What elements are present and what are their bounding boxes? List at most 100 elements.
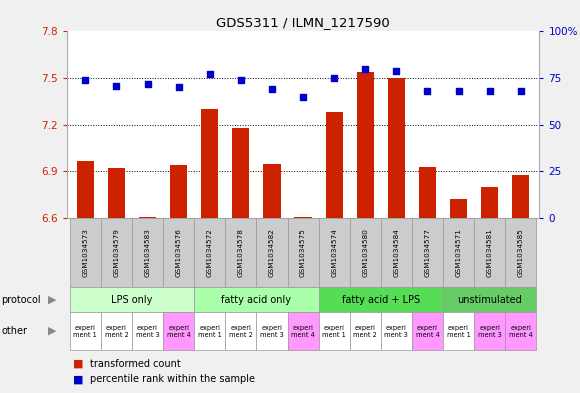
Point <box>454 88 463 94</box>
Bar <box>512 174 530 218</box>
Bar <box>288 218 318 287</box>
Bar <box>443 287 536 312</box>
Text: unstimulated: unstimulated <box>457 295 522 305</box>
Bar <box>70 312 101 350</box>
Bar <box>194 312 225 350</box>
Text: GSM1034585: GSM1034585 <box>518 228 524 277</box>
Bar <box>70 287 194 312</box>
Bar <box>194 287 318 312</box>
Point <box>236 77 245 83</box>
Point <box>361 66 370 72</box>
Text: experi
ment 2: experi ment 2 <box>353 325 377 338</box>
Point <box>174 84 183 90</box>
Text: ■: ■ <box>72 358 83 369</box>
Bar <box>412 312 443 350</box>
Bar <box>443 312 474 350</box>
Text: GSM1034581: GSM1034581 <box>487 228 492 277</box>
Text: experi
ment 3: experi ment 3 <box>136 325 160 338</box>
Point <box>112 83 121 89</box>
Bar <box>505 312 536 350</box>
Bar <box>350 218 381 287</box>
Text: GSM1034573: GSM1034573 <box>82 228 88 277</box>
Bar <box>163 312 194 350</box>
Text: experi
ment 4: experi ment 4 <box>415 325 440 338</box>
Bar <box>381 218 412 287</box>
Bar <box>381 312 412 350</box>
Point <box>423 88 432 94</box>
Text: experi
ment 1: experi ment 1 <box>74 325 97 338</box>
Point <box>516 88 525 94</box>
Text: experi
ment 3: experi ment 3 <box>478 325 502 338</box>
Bar <box>443 218 474 287</box>
Text: other: other <box>1 326 27 336</box>
Bar <box>318 287 443 312</box>
Bar <box>70 218 101 287</box>
Text: GSM1034580: GSM1034580 <box>362 228 368 277</box>
Bar <box>225 218 256 287</box>
Bar <box>419 167 436 218</box>
Text: GSM1034571: GSM1034571 <box>455 228 462 277</box>
Bar <box>201 109 218 218</box>
Text: fatty acid only: fatty acid only <box>222 295 291 305</box>
Title: GDS5311 / ILMN_1217590: GDS5311 / ILMN_1217590 <box>216 16 390 29</box>
Text: LPS only: LPS only <box>111 295 153 305</box>
Point <box>329 75 339 81</box>
Bar <box>233 128 249 218</box>
Text: GSM1034584: GSM1034584 <box>393 228 400 277</box>
Text: experi
ment 2: experi ment 2 <box>104 325 128 338</box>
Text: experi
ment 1: experi ment 1 <box>198 325 222 338</box>
Bar <box>357 72 374 218</box>
Point <box>143 81 152 87</box>
Bar <box>163 218 194 287</box>
Text: GSM1034574: GSM1034574 <box>331 228 337 277</box>
Point <box>267 86 277 92</box>
Bar <box>412 218 443 287</box>
Text: GSM1034578: GSM1034578 <box>238 228 244 277</box>
Bar <box>263 163 281 218</box>
Text: GSM1034583: GSM1034583 <box>144 228 151 277</box>
Text: experi
ment 4: experi ment 4 <box>509 325 532 338</box>
Text: GSM1034582: GSM1034582 <box>269 228 275 277</box>
Text: GSM1034576: GSM1034576 <box>176 228 182 277</box>
Text: GSM1034572: GSM1034572 <box>206 228 213 277</box>
Bar <box>170 165 187 218</box>
Bar <box>194 218 225 287</box>
Bar <box>450 199 467 218</box>
Text: experi
ment 1: experi ment 1 <box>322 325 346 338</box>
Bar <box>108 168 125 218</box>
Text: experi
ment 4: experi ment 4 <box>166 325 191 338</box>
Text: experi
ment 3: experi ment 3 <box>260 325 284 338</box>
Bar <box>325 112 343 218</box>
Text: GSM1034579: GSM1034579 <box>114 228 119 277</box>
Point <box>298 94 307 100</box>
Bar <box>474 218 505 287</box>
Bar <box>481 187 498 218</box>
Bar <box>288 312 318 350</box>
Text: ■: ■ <box>72 374 83 384</box>
Text: experi
ment 1: experi ment 1 <box>447 325 470 338</box>
Text: experi
ment 4: experi ment 4 <box>291 325 315 338</box>
Point <box>81 77 90 83</box>
Bar <box>132 218 163 287</box>
Bar <box>318 312 350 350</box>
Text: ▶: ▶ <box>48 326 57 336</box>
Bar <box>388 78 405 218</box>
Text: experi
ment 2: experi ment 2 <box>229 325 253 338</box>
Bar <box>225 312 256 350</box>
Text: GSM1034575: GSM1034575 <box>300 228 306 277</box>
Bar <box>256 312 288 350</box>
Bar <box>350 312 381 350</box>
Bar <box>132 312 163 350</box>
Point <box>485 88 494 94</box>
Text: experi
ment 3: experi ment 3 <box>385 325 408 338</box>
Bar <box>256 218 288 287</box>
Text: GSM1034577: GSM1034577 <box>425 228 430 277</box>
Text: transformed count: transformed count <box>90 358 180 369</box>
Point <box>392 68 401 74</box>
Bar <box>295 217 311 218</box>
Bar <box>139 217 156 218</box>
Text: percentile rank within the sample: percentile rank within the sample <box>90 374 255 384</box>
Text: ▶: ▶ <box>48 295 57 305</box>
Bar <box>318 218 350 287</box>
Text: protocol: protocol <box>1 295 41 305</box>
